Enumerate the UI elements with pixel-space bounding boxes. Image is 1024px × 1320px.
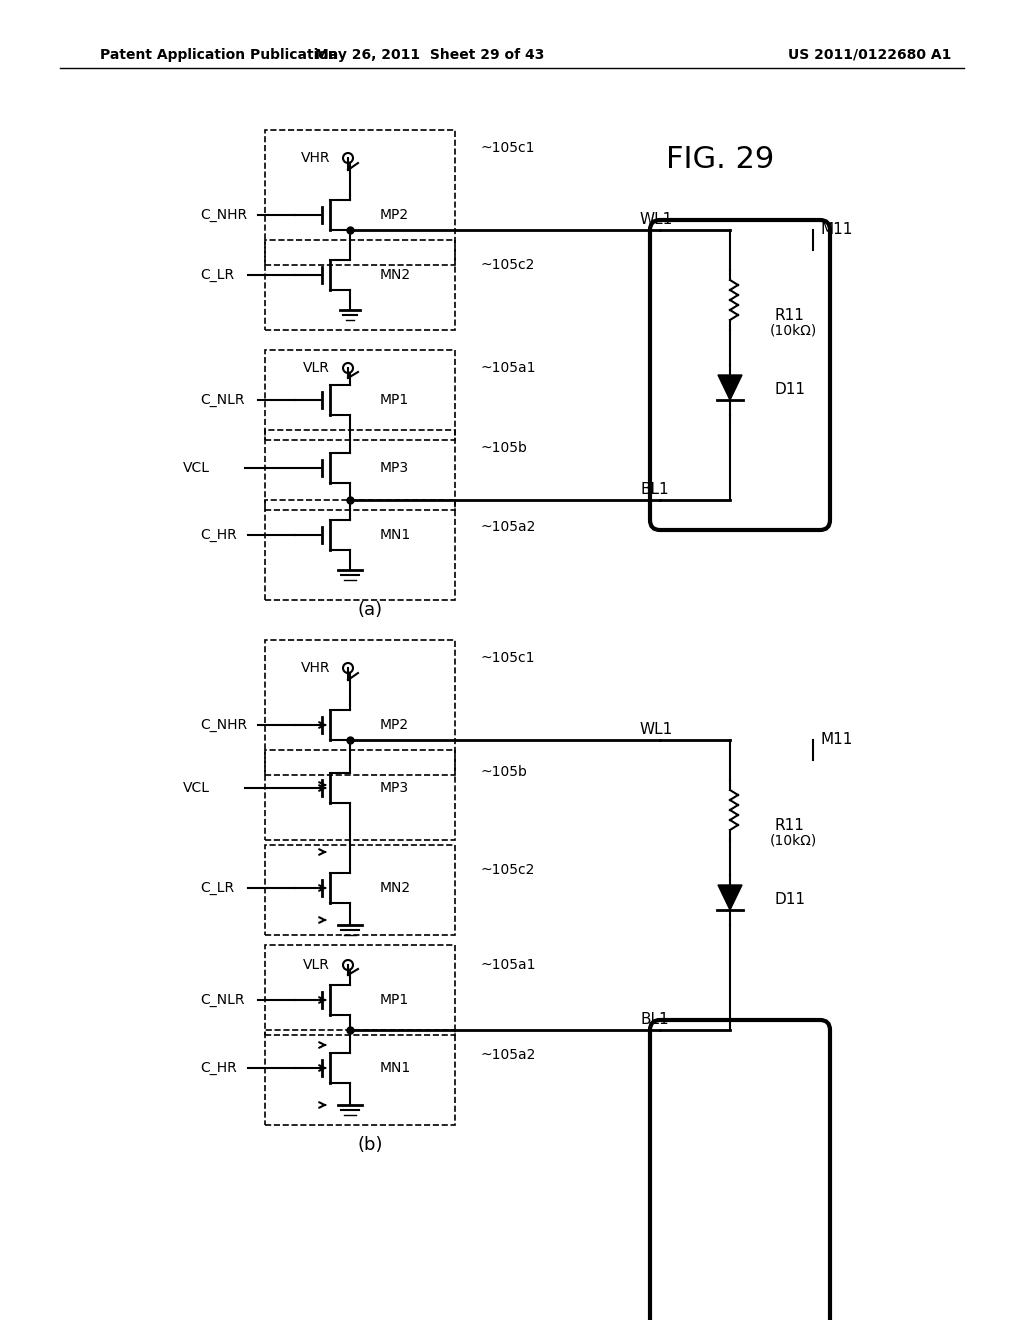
Bar bbox=[265, 350, 455, 440]
Text: FIG. 29: FIG. 29 bbox=[666, 145, 774, 174]
Text: ~105a1: ~105a1 bbox=[480, 360, 536, 375]
Text: ~105c2: ~105c2 bbox=[480, 863, 535, 876]
Text: C_NLR: C_NLR bbox=[200, 393, 245, 407]
Bar bbox=[265, 500, 455, 601]
Text: C_HR: C_HR bbox=[200, 1061, 237, 1074]
Text: C_NHR: C_NHR bbox=[200, 718, 247, 733]
Bar bbox=[265, 240, 455, 330]
Text: C_NHR: C_NHR bbox=[200, 209, 247, 222]
Text: MN2: MN2 bbox=[380, 880, 411, 895]
Bar bbox=[265, 845, 455, 935]
Text: C_LR: C_LR bbox=[200, 268, 234, 282]
Text: VLR: VLR bbox=[303, 360, 330, 375]
Text: (a): (a) bbox=[357, 601, 383, 619]
Text: BL1: BL1 bbox=[640, 1012, 669, 1027]
Text: D11: D11 bbox=[775, 383, 806, 397]
Text: M11: M11 bbox=[820, 223, 852, 238]
Text: MP1: MP1 bbox=[380, 393, 410, 407]
Text: BL1: BL1 bbox=[640, 483, 669, 498]
Text: ~105b: ~105b bbox=[480, 766, 527, 779]
Polygon shape bbox=[718, 375, 742, 400]
Text: MP3: MP3 bbox=[380, 781, 410, 795]
Text: MN1: MN1 bbox=[380, 528, 412, 543]
Text: MP1: MP1 bbox=[380, 993, 410, 1007]
Text: ~105c2: ~105c2 bbox=[480, 257, 535, 272]
Text: VHR: VHR bbox=[300, 661, 330, 675]
Text: ~105c1: ~105c1 bbox=[480, 141, 535, 154]
Text: May 26, 2011  Sheet 29 of 43: May 26, 2011 Sheet 29 of 43 bbox=[315, 48, 545, 62]
Text: VLR: VLR bbox=[303, 958, 330, 972]
Text: VCL: VCL bbox=[183, 781, 210, 795]
Text: R11: R11 bbox=[775, 817, 805, 833]
Text: ~105b: ~105b bbox=[480, 441, 527, 455]
Text: VCL: VCL bbox=[183, 461, 210, 475]
Bar bbox=[265, 129, 455, 265]
Text: ~105c1: ~105c1 bbox=[480, 651, 535, 665]
Text: WL1: WL1 bbox=[640, 722, 673, 738]
Text: M11: M11 bbox=[820, 733, 852, 747]
Text: MP3: MP3 bbox=[380, 461, 410, 475]
Bar bbox=[265, 1030, 455, 1125]
Text: ~105a2: ~105a2 bbox=[480, 520, 536, 535]
Text: US 2011/0122680 A1: US 2011/0122680 A1 bbox=[788, 48, 951, 62]
Text: D11: D11 bbox=[775, 892, 806, 908]
Text: ~105a1: ~105a1 bbox=[480, 958, 536, 972]
Text: MN2: MN2 bbox=[380, 268, 411, 282]
Text: C_HR: C_HR bbox=[200, 528, 237, 543]
Polygon shape bbox=[718, 884, 742, 909]
Text: MP2: MP2 bbox=[380, 718, 410, 733]
Text: C_LR: C_LR bbox=[200, 880, 234, 895]
Text: ~105a2: ~105a2 bbox=[480, 1048, 536, 1063]
Text: (10kΩ): (10kΩ) bbox=[770, 833, 817, 847]
Text: WL1: WL1 bbox=[640, 213, 673, 227]
Text: VHR: VHR bbox=[300, 150, 330, 165]
Text: (10kΩ): (10kΩ) bbox=[770, 323, 817, 337]
Text: Patent Application Publication: Patent Application Publication bbox=[100, 48, 338, 62]
Bar bbox=[265, 640, 455, 775]
Bar bbox=[265, 750, 455, 840]
Text: R11: R11 bbox=[775, 308, 805, 322]
FancyBboxPatch shape bbox=[650, 1020, 830, 1320]
Text: MP2: MP2 bbox=[380, 209, 410, 222]
Text: MN1: MN1 bbox=[380, 1061, 412, 1074]
Text: (b): (b) bbox=[357, 1137, 383, 1154]
FancyBboxPatch shape bbox=[650, 220, 830, 531]
Bar bbox=[265, 430, 455, 510]
Bar bbox=[265, 945, 455, 1035]
Text: C_NLR: C_NLR bbox=[200, 993, 245, 1007]
